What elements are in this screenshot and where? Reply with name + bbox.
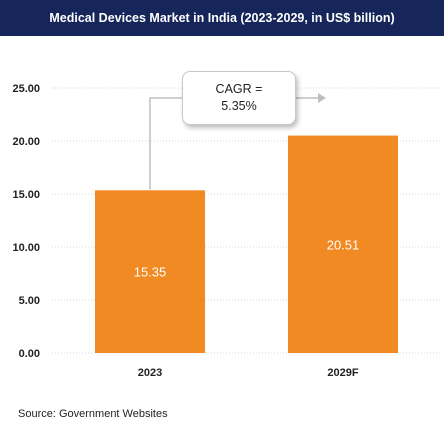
data-label: 20.51	[327, 237, 360, 252]
y-tick-label: 15.00	[12, 189, 40, 201]
x-category-label: 2029F	[327, 367, 358, 379]
cagr-callout-line1: CAGR =	[215, 82, 263, 96]
bars	[95, 135, 398, 353]
category-labels: 2023 2029F	[138, 367, 359, 379]
bar	[95, 190, 205, 353]
chart-title: Medical Devices Market in India (2023-20…	[0, 0, 444, 36]
cagr-connector	[149, 93, 326, 190]
cagr-callout: CAGR = 5.35%	[182, 71, 296, 125]
y-tick-label: 25.00	[12, 83, 40, 95]
bar	[288, 135, 398, 353]
connector-line	[149, 97, 182, 190]
arrowhead-icon	[318, 93, 326, 103]
data-labels: 15.35 20.51	[134, 237, 360, 279]
y-axis-ticks: 0.00 5.00 10.00 15.00 20.00 25.00	[12, 83, 40, 360]
cagr-callout-line2: 5.35%	[221, 99, 257, 113]
y-tick-label: 20.00	[12, 136, 40, 148]
y-tick-label: 10.00	[12, 242, 40, 254]
y-tick-label: 5.00	[19, 295, 40, 307]
x-category-label: 2023	[138, 367, 162, 379]
source-note: Source: Government Websites	[18, 408, 168, 420]
data-label: 15.35	[134, 265, 167, 280]
y-tick-label: 0.00	[19, 348, 40, 360]
